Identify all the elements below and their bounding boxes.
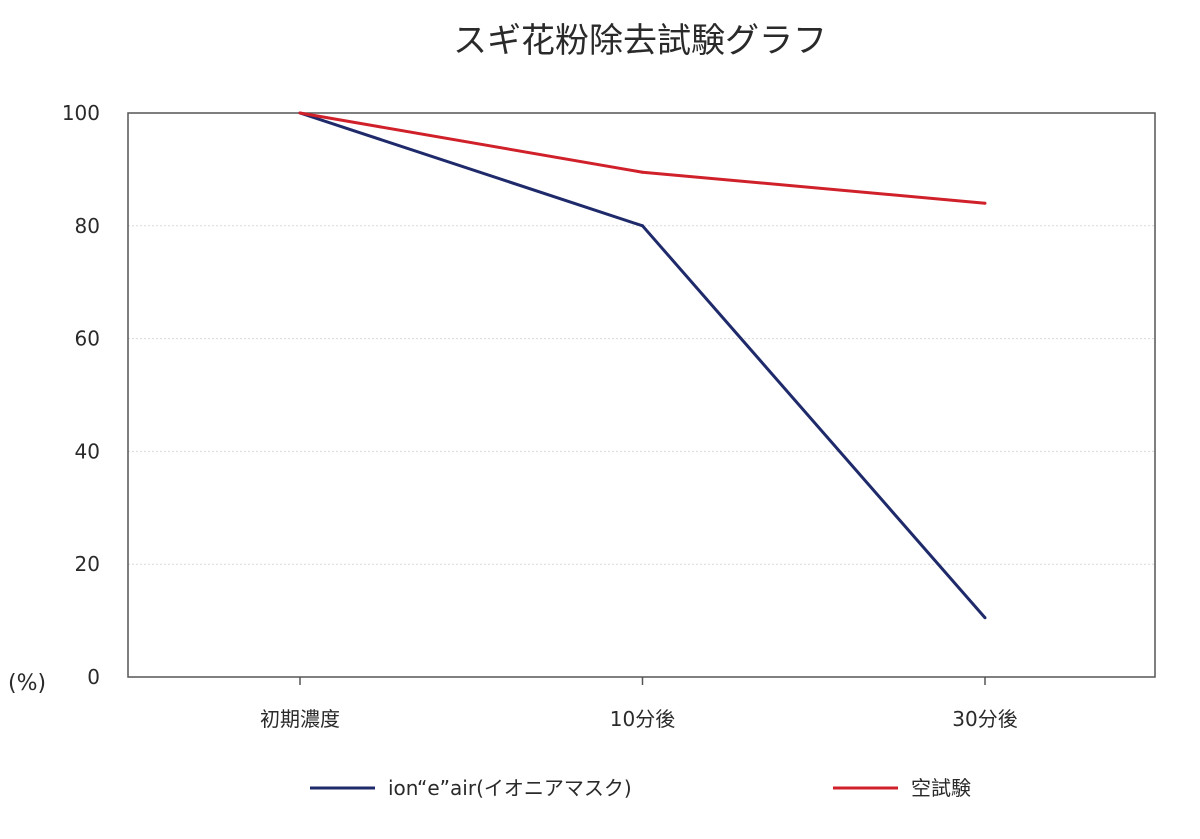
series-lines [298, 111, 987, 620]
x-tick-label: 10分後 [610, 707, 675, 731]
y-tick-label: 40 [75, 439, 100, 463]
legend-label: ion“e”air(イオニアマスク) [388, 776, 632, 800]
x-axis: 初期濃度 10分後 30分後 [260, 677, 1018, 731]
y-axis-unit-label: (%) [8, 671, 46, 696]
data-point [298, 111, 302, 115]
x-tick-label: 30分後 [952, 707, 1017, 731]
data-point [983, 201, 987, 205]
plot-area-frame [127, 112, 1156, 678]
gridlines [128, 225, 1155, 565]
y-tick-label: 100 [62, 101, 100, 125]
chart-title: スギ花粉除去試験グラフ [453, 21, 827, 61]
y-tick-label: 0 [87, 665, 100, 689]
series-line-1 [299, 111, 986, 205]
legend: ion“e”air(イオニアマスク) 空試験 [310, 776, 971, 800]
y-axis: 0 20 40 60 80 100 [62, 101, 100, 689]
legend-label: 空試験 [911, 776, 971, 800]
x-tick-label: 初期濃度 [260, 707, 340, 731]
data-point [641, 170, 644, 174]
series-line-0 [299, 111, 987, 619]
y-tick-label: 20 [75, 552, 100, 576]
y-tick-label: 80 [75, 214, 100, 238]
data-point [983, 616, 987, 620]
data-point [641, 224, 644, 228]
y-tick-label: 60 [75, 327, 100, 351]
